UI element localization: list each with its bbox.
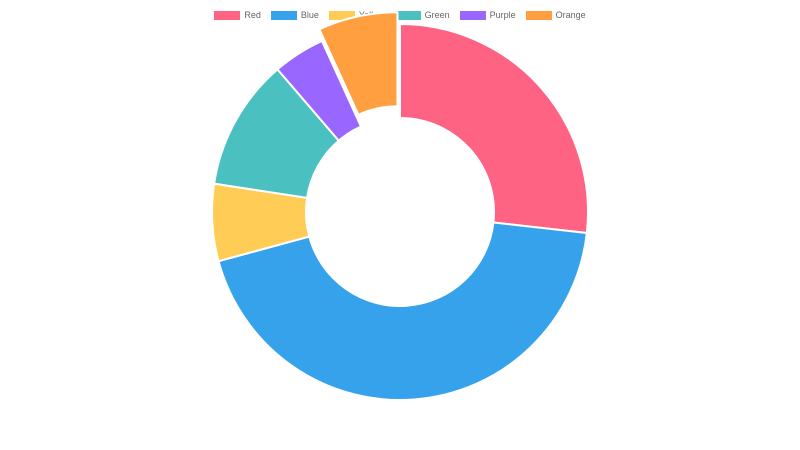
slice-purple[interactable] (276, 39, 363, 143)
slice-orange[interactable] (318, 11, 399, 117)
legend-swatch-purple (459, 10, 486, 20)
legend-swatch-red (214, 10, 241, 20)
slice-blue[interactable] (217, 221, 588, 401)
legend-label-blue: Blue (300, 9, 319, 20)
legend-item-blue[interactable]: Blue (270, 9, 319, 20)
legend-label-green: Green (424, 9, 450, 20)
legend-swatch-yellow (328, 10, 355, 20)
legend-item-green[interactable]: Green (394, 9, 450, 20)
slice-red[interactable] (399, 22, 589, 235)
legend-item-orange[interactable]: Orange (525, 9, 586, 20)
legend-swatch-orange (525, 10, 552, 20)
legend-label-orange: Orange (555, 9, 586, 20)
legend-swatch-green (394, 10, 421, 20)
legend-item-red[interactable]: Red (214, 9, 261, 20)
legend-label-purple: Purple (489, 9, 516, 20)
legend-label-red: Red (244, 9, 261, 20)
legend-swatch-blue (270, 10, 297, 20)
legend-item-purple[interactable]: Purple (459, 9, 516, 20)
